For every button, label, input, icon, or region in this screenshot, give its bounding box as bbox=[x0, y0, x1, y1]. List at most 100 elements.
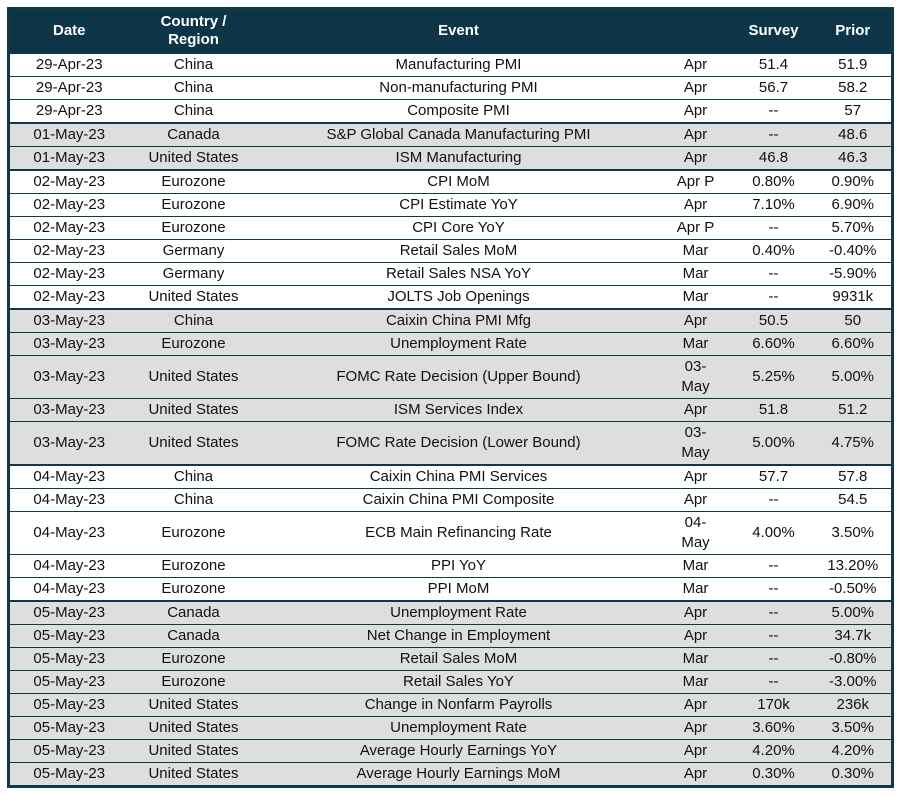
prior-cell: 5.70% bbox=[814, 216, 893, 240]
survey-cell: -- bbox=[732, 600, 815, 625]
survey-cell: 0.30% bbox=[732, 762, 815, 787]
prior-cell: 6.90% bbox=[814, 193, 893, 217]
date-cell: 04-May-23 bbox=[8, 554, 129, 578]
table-row: 05-May-23 Canada Net Change in Employmen… bbox=[8, 624, 893, 648]
table-row: 03-May-23 United States FOMC Rate Decisi… bbox=[8, 421, 893, 465]
region-cell: Eurozone bbox=[128, 169, 259, 194]
prior-cell: 54.5 bbox=[814, 488, 893, 512]
survey-cell: -- bbox=[732, 488, 815, 512]
period-cell: Apr bbox=[658, 99, 733, 123]
table-row: 03-May-23 United States FOMC Rate Decisi… bbox=[8, 355, 893, 399]
region-cell: United States bbox=[128, 355, 259, 399]
region-cell: China bbox=[128, 76, 259, 100]
date-cell: 03-May-23 bbox=[8, 332, 129, 356]
event-cell: Manufacturing PMI bbox=[258, 52, 659, 77]
prior-cell: -5.90% bbox=[814, 262, 893, 286]
table-row: 04-May-23 Eurozone PPI YoY Mar -- 13.20% bbox=[8, 554, 893, 578]
table-row: 01-May-23 Canada S&P Global Canada Manuf… bbox=[8, 122, 893, 147]
header-row: Date Country / Region Event Survey Prior bbox=[8, 8, 893, 53]
period-cell: Apr bbox=[658, 600, 733, 625]
date-cell: 01-May-23 bbox=[8, 122, 129, 147]
prior-cell: 5.00% bbox=[814, 600, 893, 625]
survey-cell: -- bbox=[732, 554, 815, 578]
region-cell: Eurozone bbox=[128, 332, 259, 356]
event-cell: Unemployment Rate bbox=[258, 600, 659, 625]
period-cell: Mar bbox=[658, 577, 733, 601]
survey-cell: 56.7 bbox=[732, 76, 815, 100]
region-cell: Canada bbox=[128, 624, 259, 648]
region-cell: Eurozone bbox=[128, 577, 259, 601]
survey-cell: 46.8 bbox=[732, 146, 815, 170]
period-cell: Mar bbox=[658, 670, 733, 694]
table-row: 02-May-23 Germany Retail Sales MoM Mar 0… bbox=[8, 239, 893, 263]
survey-cell: -- bbox=[732, 624, 815, 648]
date-cell: 05-May-23 bbox=[8, 739, 129, 763]
region-cell: Eurozone bbox=[128, 647, 259, 671]
date-cell: 05-May-23 bbox=[8, 716, 129, 740]
date-cell: 03-May-23 bbox=[8, 355, 129, 399]
date-cell: 01-May-23 bbox=[8, 146, 129, 170]
event-cell: FOMC Rate Decision (Lower Bound) bbox=[258, 421, 659, 465]
col-header-prior: Prior bbox=[814, 8, 893, 53]
event-cell: Average Hourly Earnings YoY bbox=[258, 739, 659, 763]
date-cell: 29-Apr-23 bbox=[8, 76, 129, 100]
table-row: 04-May-23 China Caixin China PMI Service… bbox=[8, 464, 893, 489]
date-cell: 29-Apr-23 bbox=[8, 99, 129, 123]
economic-calendar-table: Date Country / Region Event Survey Prior… bbox=[7, 7, 894, 788]
prior-cell: -0.80% bbox=[814, 647, 893, 671]
region-cell: United States bbox=[128, 146, 259, 170]
table-row: 29-Apr-23 China Non-manufacturing PMI Ap… bbox=[8, 76, 893, 100]
period-cell: 04- May bbox=[658, 511, 733, 555]
table-row: 05-May-23 Eurozone Retail Sales MoM Mar … bbox=[8, 647, 893, 671]
period-cell: Apr bbox=[658, 762, 733, 787]
date-cell: 04-May-23 bbox=[8, 488, 129, 512]
date-cell: 03-May-23 bbox=[8, 421, 129, 465]
table-header: Date Country / Region Event Survey Prior bbox=[8, 8, 893, 53]
table-row: 05-May-23 Eurozone Retail Sales YoY Mar … bbox=[8, 670, 893, 694]
survey-cell: -- bbox=[732, 122, 815, 147]
survey-cell: 5.00% bbox=[732, 421, 815, 465]
survey-cell: -- bbox=[732, 262, 815, 286]
region-cell: Germany bbox=[128, 239, 259, 263]
date-cell: 04-May-23 bbox=[8, 577, 129, 601]
period-cell: Mar bbox=[658, 647, 733, 671]
date-cell: 02-May-23 bbox=[8, 262, 129, 286]
col-header-survey: Survey bbox=[732, 8, 815, 53]
survey-cell: 51.8 bbox=[732, 398, 815, 422]
prior-cell: 0.90% bbox=[814, 169, 893, 194]
survey-cell: -- bbox=[732, 99, 815, 123]
col-header-date: Date bbox=[8, 8, 129, 53]
survey-cell: 4.00% bbox=[732, 511, 815, 555]
period-cell: Apr bbox=[658, 716, 733, 740]
event-cell: ISM Services Index bbox=[258, 398, 659, 422]
period-cell: Apr bbox=[658, 122, 733, 147]
period-cell: Mar bbox=[658, 554, 733, 578]
date-cell: 03-May-23 bbox=[8, 398, 129, 422]
table-row: 02-May-23 Eurozone CPI Estimate YoY Apr … bbox=[8, 193, 893, 217]
event-cell: Unemployment Rate bbox=[258, 716, 659, 740]
survey-cell: 4.20% bbox=[732, 739, 815, 763]
table-row: 05-May-23 Canada Unemployment Rate Apr -… bbox=[8, 600, 893, 625]
col-header-region: Country / Region bbox=[128, 8, 259, 53]
survey-cell: 7.10% bbox=[732, 193, 815, 217]
region-cell: United States bbox=[128, 716, 259, 740]
table-row: 04-May-23 China Caixin China PMI Composi… bbox=[8, 488, 893, 512]
date-cell: 05-May-23 bbox=[8, 647, 129, 671]
date-cell: 05-May-23 bbox=[8, 670, 129, 694]
prior-cell: 4.75% bbox=[814, 421, 893, 465]
table-row: 01-May-23 United States ISM Manufacturin… bbox=[8, 146, 893, 170]
date-cell: 05-May-23 bbox=[8, 693, 129, 717]
region-cell: Eurozone bbox=[128, 511, 259, 555]
event-cell: Caixin China PMI Mfg bbox=[258, 308, 659, 333]
region-cell: Eurozone bbox=[128, 670, 259, 694]
survey-cell: 5.25% bbox=[732, 355, 815, 399]
region-cell: United States bbox=[128, 693, 259, 717]
date-cell: 05-May-23 bbox=[8, 624, 129, 648]
region-cell: Germany bbox=[128, 262, 259, 286]
event-cell: ECB Main Refinancing Rate bbox=[258, 511, 659, 555]
col-header-event: Event bbox=[258, 8, 659, 53]
event-cell: Net Change in Employment bbox=[258, 624, 659, 648]
table-row: 29-Apr-23 China Manufacturing PMI Apr 51… bbox=[8, 52, 893, 77]
region-cell: Eurozone bbox=[128, 554, 259, 578]
region-cell: United States bbox=[128, 398, 259, 422]
